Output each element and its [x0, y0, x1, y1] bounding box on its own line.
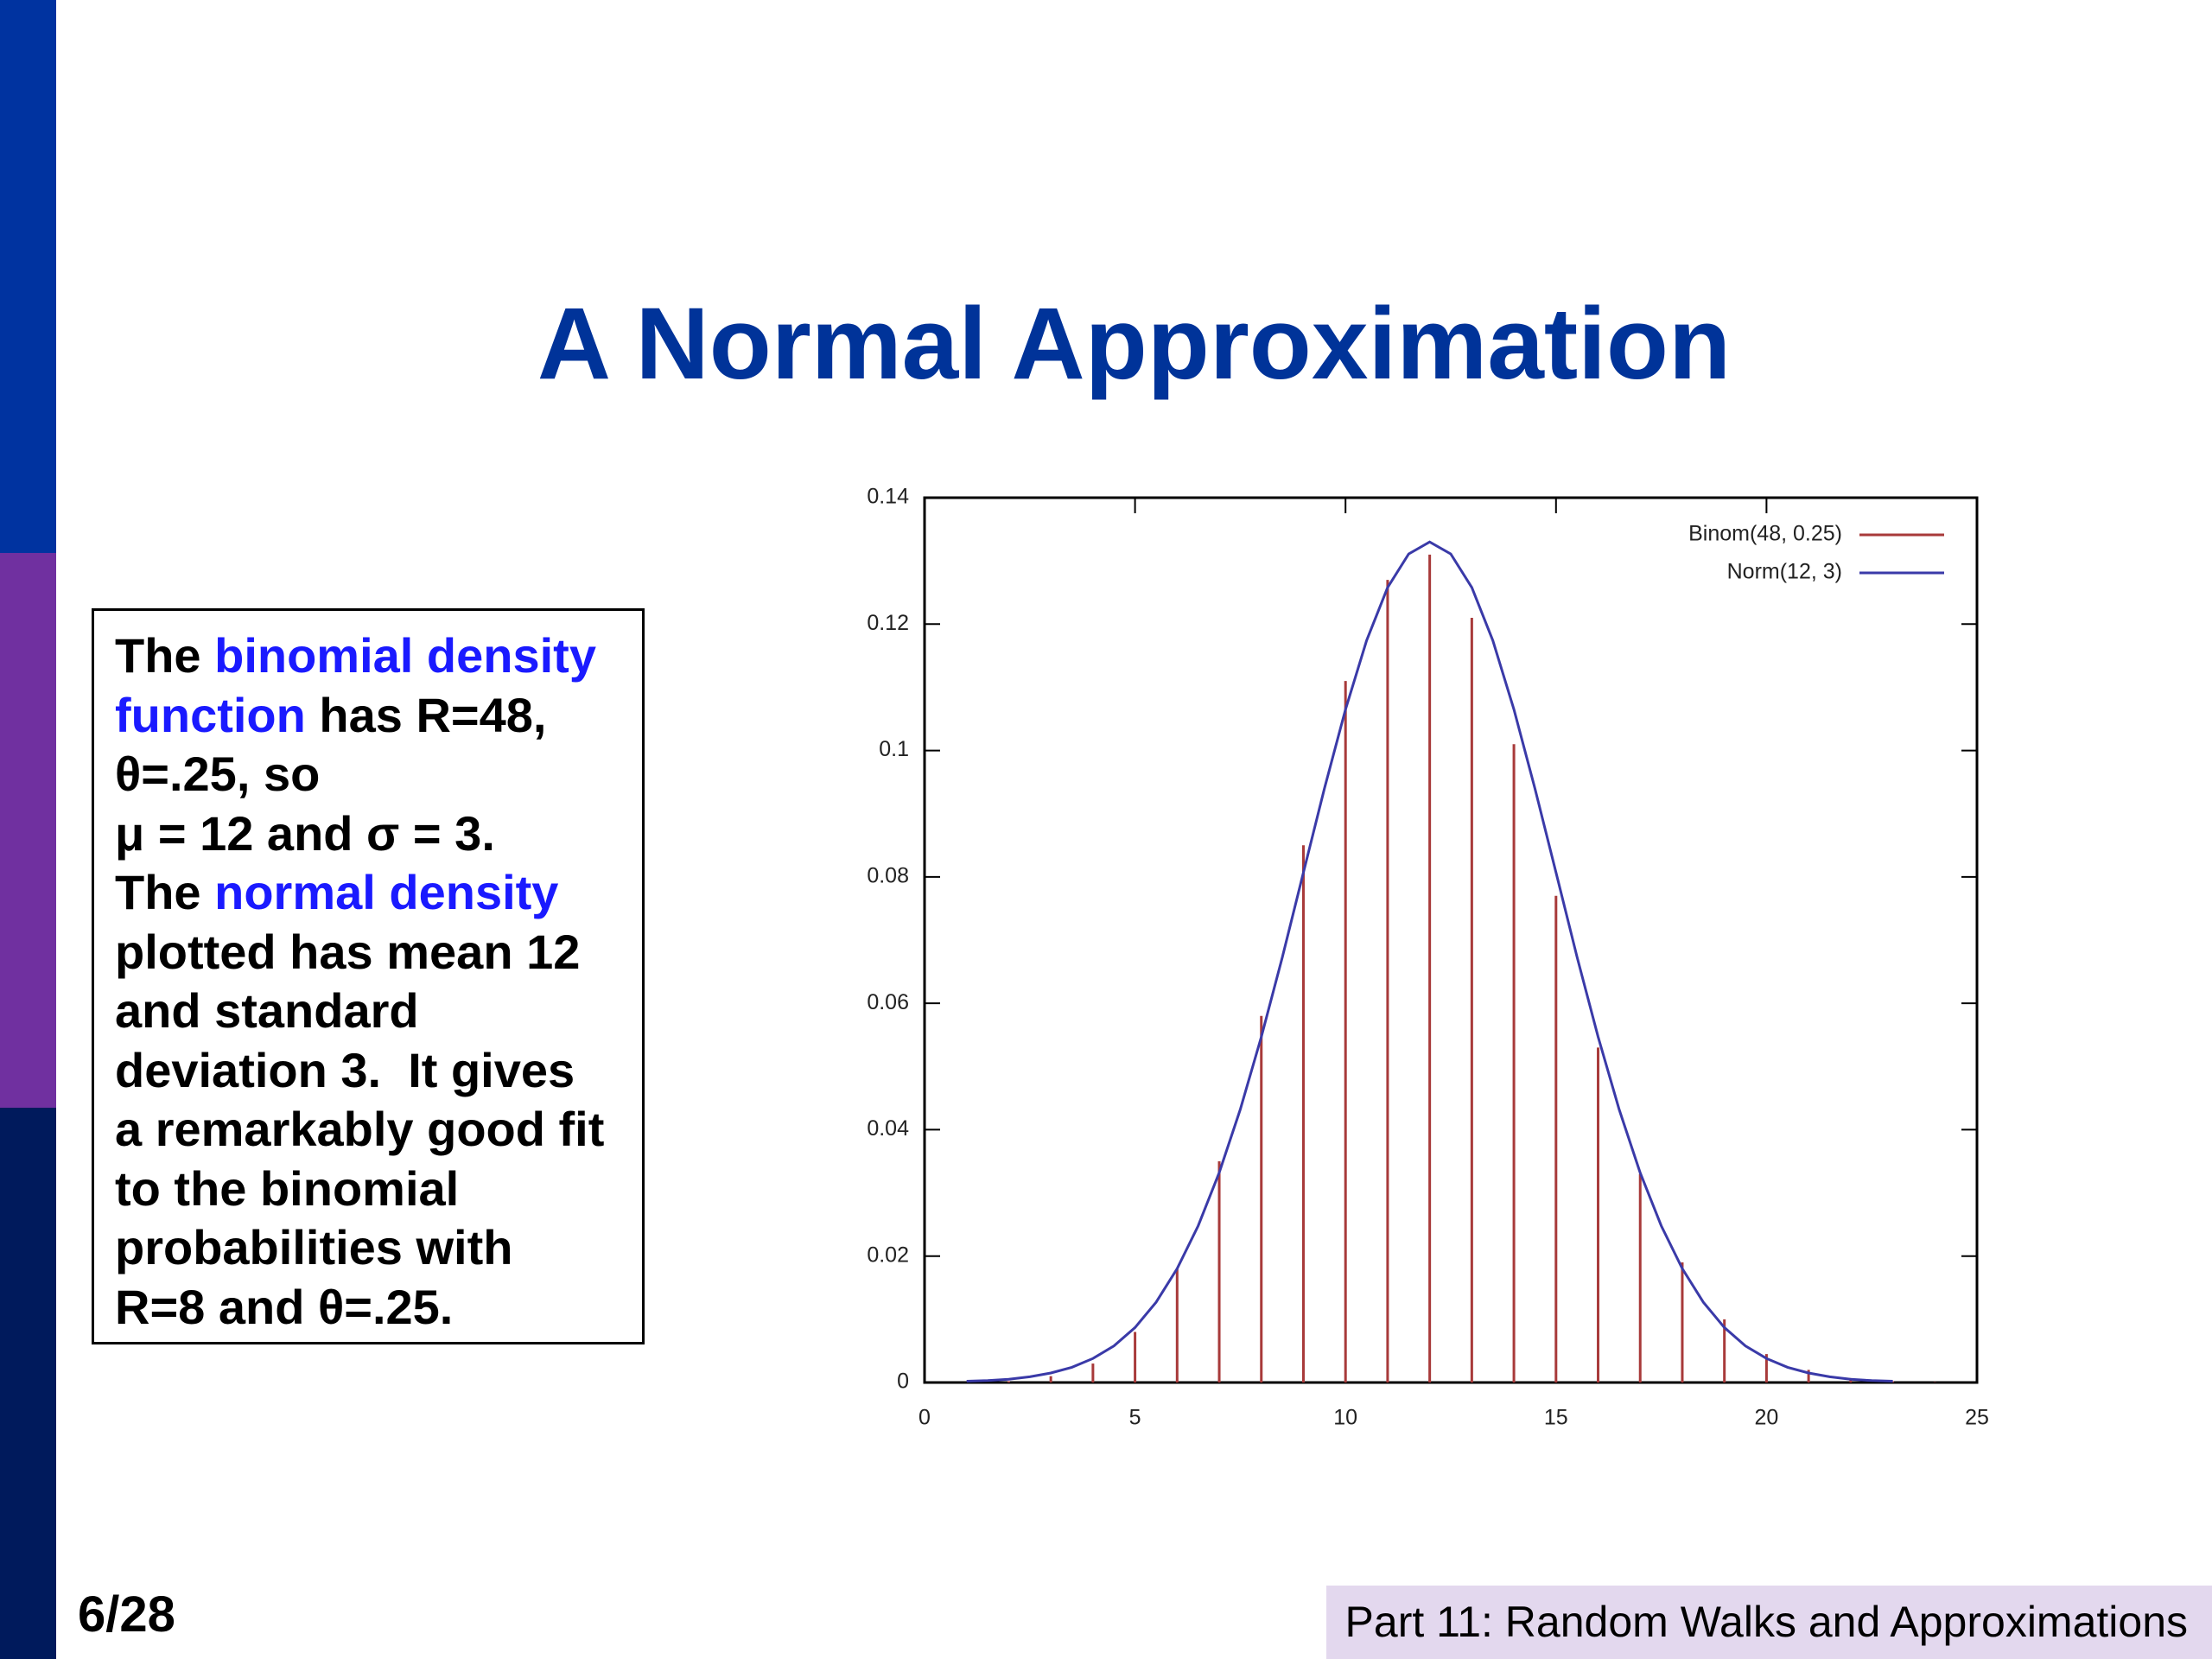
section-label: Part 11: Random Walks and Approximations	[1326, 1586, 2212, 1659]
text-line: probabilities with	[115, 1218, 621, 1278]
side-bar	[0, 553, 56, 1108]
text: a remarkably good fit	[115, 1102, 605, 1156]
curve	[966, 540, 1893, 1382]
x-tick-label: 15	[1544, 1406, 1568, 1430]
y-tick-label: 0.06	[867, 990, 909, 1014]
text-line: to the binomial	[115, 1160, 621, 1219]
text-line: μ = 12 and σ = 3.	[115, 804, 621, 864]
x-tick-label: 25	[1965, 1406, 1989, 1430]
side-bar	[0, 1108, 56, 1659]
x-tick-label: 0	[918, 1406, 931, 1430]
text-line: θ=.25, so	[115, 745, 621, 804]
text: plotted has mean 12	[115, 924, 581, 979]
highlighted-text: function	[115, 687, 306, 742]
text-line: R=8 and θ=.25.	[115, 1278, 621, 1338]
text-line: The binomial density	[115, 626, 621, 686]
text: The	[115, 865, 215, 919]
legend-label: Binom(48, 0.25)	[1688, 522, 1842, 546]
text: probabilities with	[115, 1220, 513, 1274]
x-tick-label: 5	[1129, 1406, 1141, 1430]
highlighted-text: binomial density	[214, 628, 596, 683]
text-line: The normal density	[115, 863, 621, 923]
text: θ=.25, so	[115, 747, 321, 801]
legend-label: Norm(12, 3)	[1727, 560, 1842, 584]
y-tick-label: 0.04	[867, 1116, 909, 1141]
y-tick-label: 0.02	[867, 1243, 909, 1267]
x-tick-label: 20	[1754, 1406, 1778, 1430]
text: R=8 and θ=.25.	[115, 1279, 454, 1334]
y-tick-label: 0.1	[879, 737, 909, 761]
text-line: plotted has mean 12	[115, 923, 621, 982]
y-tick-label: 0.08	[867, 863, 909, 887]
y-tick-label: 0.14	[867, 485, 909, 509]
text-line: and standard	[115, 982, 621, 1041]
text-line: deviation 3. It gives	[115, 1041, 621, 1101]
text: deviation 3. It gives	[115, 1042, 575, 1097]
text-line: function has R=48,	[115, 686, 621, 746]
slide-title: A Normal Approximation	[537, 287, 1732, 401]
text-box: The binomial density function has R=48, θ=…	[92, 608, 645, 1344]
page-number: 6/28	[78, 1586, 175, 1643]
y-tick-label: 0	[897, 1370, 909, 1394]
text-line: a remarkably good fit	[115, 1100, 621, 1160]
y-tick-label: 0.12	[867, 611, 909, 635]
text: μ = 12 and σ = 3.	[115, 805, 495, 861]
text: to the binomial	[115, 1160, 460, 1216]
text: has R=48,	[305, 687, 547, 742]
side-bar	[0, 0, 56, 553]
plot-frame	[923, 496, 1979, 1384]
text: The	[115, 628, 215, 683]
text: and standard	[115, 983, 419, 1038]
highlighted-text: normal density	[214, 865, 559, 919]
x-tick-label: 10	[1333, 1406, 1357, 1430]
